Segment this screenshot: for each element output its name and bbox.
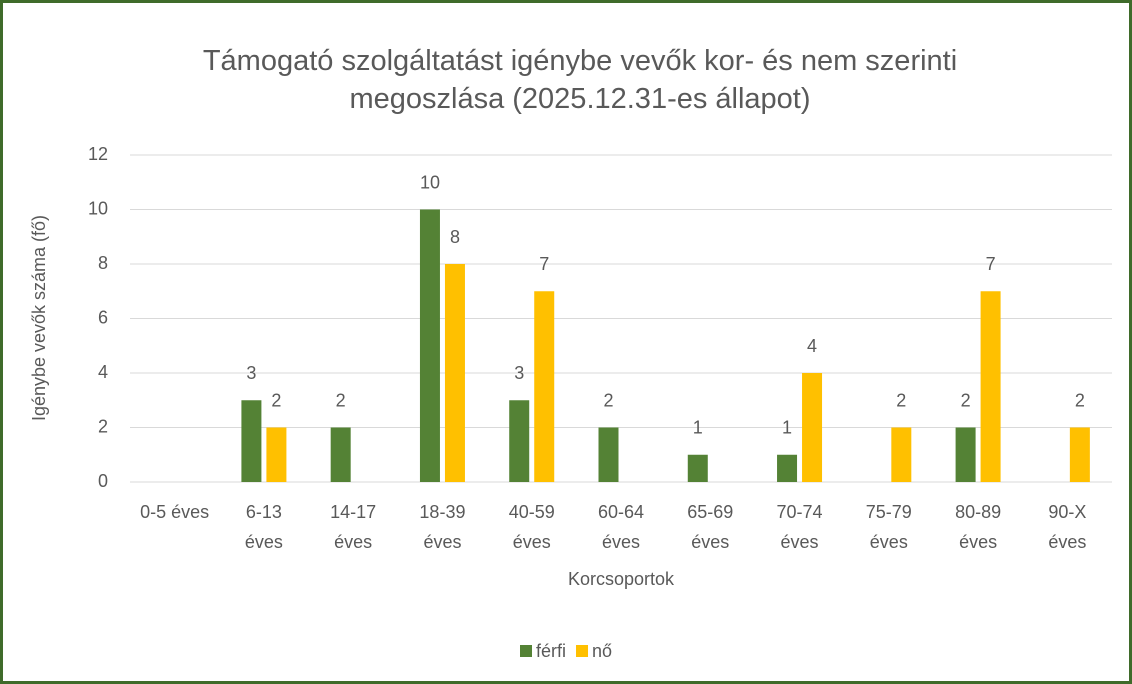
data-label: 1 — [782, 418, 792, 438]
y-tick-label: 2 — [98, 416, 108, 436]
y-tick-label: 0 — [98, 471, 108, 491]
data-label: 10 — [420, 172, 440, 192]
data-label: 3 — [514, 363, 524, 383]
x-tick-label: 75-79 éves — [866, 502, 912, 552]
y-tick-label: 6 — [98, 307, 108, 327]
bar — [241, 400, 262, 482]
bar — [687, 454, 708, 482]
legend-label: férfi — [536, 641, 566, 661]
x-tick-label: 70-74 éves — [777, 502, 823, 552]
legend-swatch — [576, 645, 589, 657]
y-axis-label: Igénybe vevők száma (fő) — [29, 215, 49, 421]
y-tick-label: 4 — [98, 362, 108, 382]
data-label: 2 — [271, 390, 281, 410]
x-axis-label: Korcsoportok — [568, 569, 675, 589]
x-tick-label: 40-59 éves — [509, 502, 555, 552]
bar — [777, 454, 798, 482]
x-tick-label: 14-17 éves — [330, 502, 376, 552]
bar — [330, 427, 351, 482]
x-tick-label: 0-5 éves — [140, 502, 209, 522]
bar — [891, 427, 912, 482]
bar — [980, 291, 1001, 482]
y-tick-label: 8 — [98, 253, 108, 273]
x-tick-label: 6-13 éves — [245, 502, 283, 552]
chart-title: Támogató szolgáltatást igénybe vevők kor… — [203, 45, 957, 115]
data-label: 2 — [896, 390, 906, 410]
x-tick-label: 90-X éves — [1048, 502, 1086, 552]
bar — [509, 400, 530, 482]
legend-label: nő — [592, 641, 612, 661]
data-label: 2 — [336, 390, 346, 410]
legend-swatch — [520, 645, 532, 657]
y-tick-label: 10 — [88, 198, 108, 218]
y-tick-label: 12 — [88, 144, 108, 164]
data-label: 7 — [539, 254, 549, 274]
data-label: 8 — [450, 227, 460, 247]
data-label: 2 — [1075, 390, 1085, 410]
x-tick-label: 60-64 éves — [598, 502, 644, 552]
bar — [534, 291, 555, 482]
bar — [1069, 427, 1090, 482]
data-label: 3 — [246, 363, 256, 383]
x-tick-label: 80-89 éves — [955, 502, 1001, 552]
bar — [419, 209, 440, 482]
data-label: 4 — [807, 336, 817, 356]
data-label: 1 — [693, 418, 703, 438]
data-label: 2 — [961, 390, 971, 410]
bar — [802, 373, 823, 482]
bar — [598, 427, 619, 482]
x-tick-label: 18-39 éves — [419, 502, 465, 552]
x-tick-label: 65-69 éves — [687, 502, 733, 552]
bar — [955, 427, 976, 482]
data-label: 2 — [603, 390, 613, 410]
data-label: 7 — [986, 254, 996, 274]
bar — [444, 264, 465, 482]
bar — [266, 427, 287, 482]
